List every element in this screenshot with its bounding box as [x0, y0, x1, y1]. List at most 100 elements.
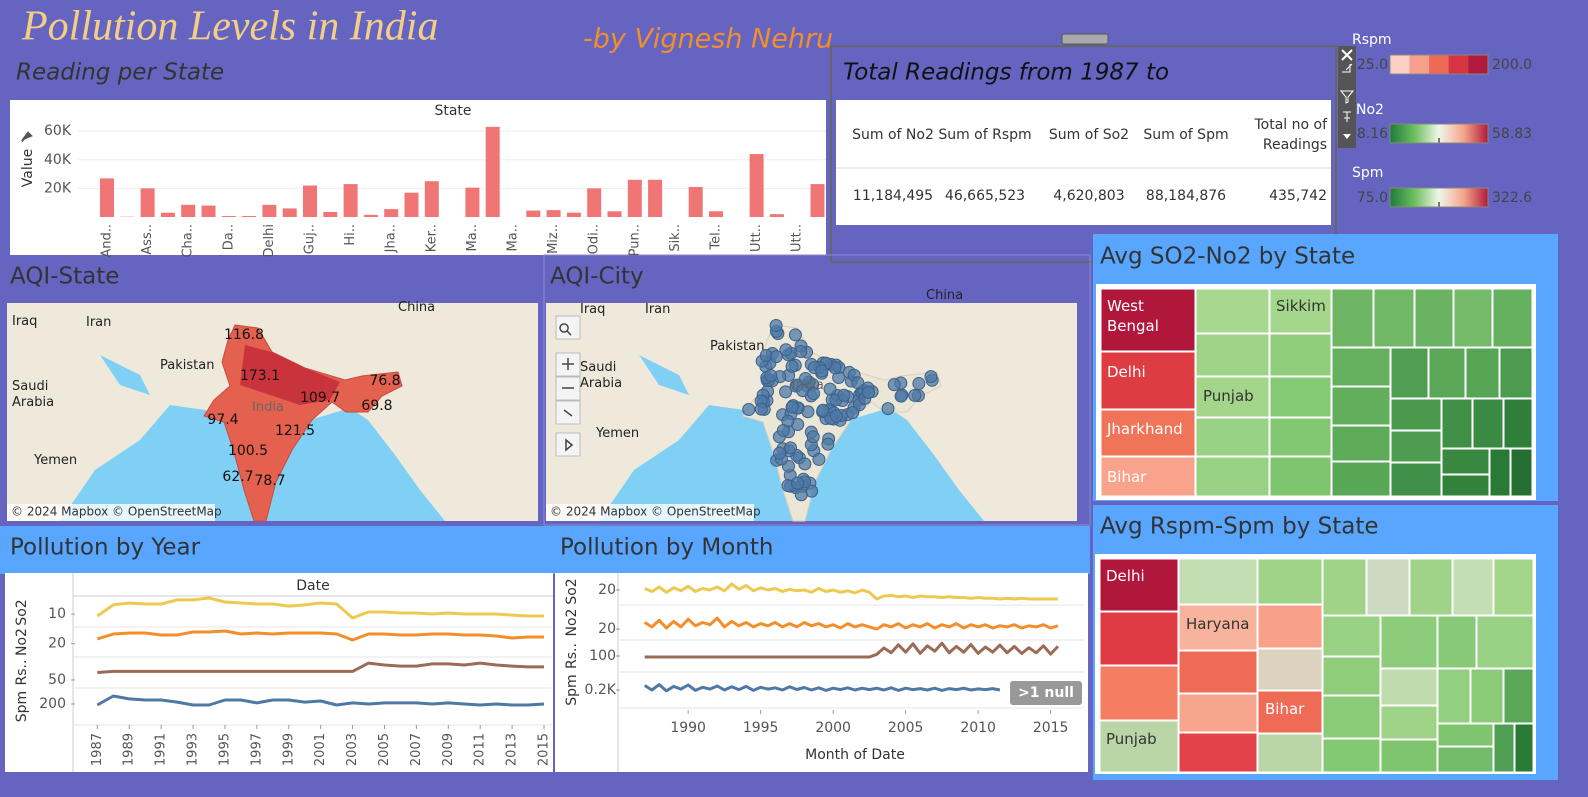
- x-tick-label: Utt..: [790, 224, 805, 252]
- line-marks: So2 10 No2 20 Rs.. 50 Spm 200 1987 1989 1991 1993 19…: [14, 578, 1084, 766]
- map-title: AQI-State: [10, 264, 119, 290]
- legend-min: 25.0: [1357, 57, 1388, 73]
- x-tick-label: Ma..: [506, 224, 521, 251]
- x-tick-label: 2000: [815, 720, 851, 736]
- more-icon[interactable]: [1343, 134, 1351, 139]
- city-dot: [924, 370, 938, 384]
- treemap-cell: [1510, 448, 1533, 497]
- treemap-cell: [1366, 558, 1410, 616]
- null-note[interactable]: >1 null: [1018, 685, 1074, 701]
- x-tick-label: Delhi: [262, 224, 277, 257]
- city-dot: [773, 446, 787, 460]
- legend-ramp: [1390, 188, 1488, 207]
- null-indicator[interactable]: [1010, 681, 1082, 705]
- close-icon[interactable]: [1341, 49, 1353, 61]
- city-dot: [815, 364, 829, 378]
- map-control[interactable]: [555, 432, 581, 457]
- x-tick-label: 1999: [281, 733, 296, 766]
- x-tick-label: 2005: [377, 733, 392, 766]
- table-panel: [836, 100, 1331, 225]
- treemap-cell: [1380, 705, 1438, 740]
- city-dot: [806, 430, 820, 444]
- place-label: Saudi Arabia: [12, 379, 55, 410]
- bar: [323, 211, 338, 217]
- filter-icon[interactable]: [1339, 90, 1355, 104]
- treemap-cell: [1100, 351, 1196, 410]
- treemap-cell: [1331, 347, 1391, 387]
- treemap-cell: [1257, 648, 1323, 691]
- y-tick-label: 40K: [44, 152, 72, 168]
- treemap-title: Avg SO2-No2 by State: [1100, 244, 1355, 270]
- legend-title: Rspm: [1352, 32, 1392, 48]
- divider: [1093, 501, 1558, 505]
- x-tick-label: 2010: [960, 720, 996, 736]
- treemap-cell: [1437, 746, 1494, 773]
- place-label: Pakistan: [710, 339, 765, 354]
- treemap-label: Haryana: [1186, 615, 1250, 633]
- x-tick-label: 1991: [154, 733, 169, 766]
- open-icon[interactable]: [1342, 63, 1353, 73]
- x-tick-label: 2013: [505, 733, 520, 766]
- map-frame: [543, 254, 1091, 526]
- attribution: © 2024 Mapbox © OpenStreetMap: [550, 505, 761, 519]
- panel-label: No2: [564, 609, 580, 637]
- aqi-label: 121.5: [275, 423, 315, 439]
- city-dot: [812, 452, 826, 466]
- city-dot: [881, 402, 895, 416]
- line: [643, 616, 1059, 631]
- legend-max: 58.83: [1492, 126, 1532, 142]
- place-label: Iran: [645, 302, 671, 317]
- aqi-label: 116.8: [224, 327, 264, 343]
- treemap-cell: [1322, 558, 1367, 616]
- panel-label: Rs..: [14, 660, 30, 686]
- x-tick-label: Ass..: [140, 224, 155, 255]
- aqi-label: 173.1: [240, 368, 280, 384]
- treemap-cell: [1322, 615, 1381, 657]
- city-dot: [769, 350, 783, 364]
- bar: [100, 178, 114, 217]
- treemap-cell: [1100, 409, 1196, 457]
- legend-border: [1389, 123, 1489, 144]
- table-header: Sum of Rspm: [938, 127, 1032, 143]
- treemap-label: West Bengal: [1107, 297, 1159, 335]
- treemap-cell: [1437, 723, 1494, 747]
- treemap-cell: [1493, 723, 1515, 773]
- panel-label: Spm: [564, 674, 580, 705]
- bar: [769, 214, 784, 217]
- x-tick-label: 2011: [473, 733, 488, 766]
- y-tick-label: 50: [48, 672, 66, 688]
- city-dot: [776, 423, 790, 437]
- treemap-cell: [1453, 288, 1493, 348]
- city-dot: [779, 343, 793, 357]
- table-header: Total no of Readings: [1254, 117, 1327, 153]
- x-tick-label: 1993: [186, 733, 201, 766]
- city-dot: [764, 368, 778, 382]
- bar: [566, 212, 581, 217]
- legend-swatch: [1409, 55, 1430, 74]
- y-axis-title: Value: [20, 149, 36, 187]
- treemap-label: Sikkim: [1276, 297, 1326, 315]
- city-dot: [846, 406, 860, 420]
- treemap-cell: [1409, 558, 1453, 616]
- bar: [810, 184, 825, 217]
- pin-tool-icon[interactable]: [1343, 111, 1351, 122]
- treemap-cell: [1178, 650, 1258, 694]
- place-label: India: [252, 400, 284, 415]
- x-tick-label: Utt..: [749, 224, 764, 252]
- bar: [546, 210, 561, 217]
- treemap-cell: [1322, 656, 1381, 696]
- map-title: AQI-City: [550, 264, 644, 290]
- pin-icon[interactable]: [20, 131, 33, 143]
- x-tick-label: Hi..: [343, 224, 358, 246]
- treemap-cell: [1195, 417, 1270, 457]
- treemap-cell: [1269, 376, 1332, 418]
- place-label: Iraq: [12, 314, 38, 329]
- control-icons: [559, 323, 574, 452]
- place-label: Iraq: [580, 302, 606, 317]
- drag-handle[interactable]: [1061, 33, 1109, 45]
- x-tick-label: Pun..: [627, 224, 642, 256]
- place-label: Yemen: [596, 426, 640, 441]
- place-label: Pakistan: [160, 358, 215, 373]
